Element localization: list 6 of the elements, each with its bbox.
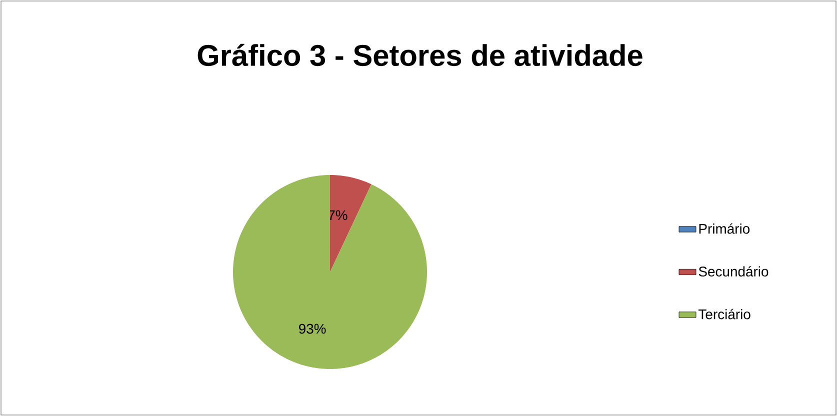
legend-label: Primário [699, 223, 750, 234]
chart-title: Gráfico 3 - Setores de atividade [198, 44, 642, 66]
legend-label: Secundário [698, 266, 768, 277]
data-label: 93% [299, 324, 326, 334]
legend-label: Terciário [698, 308, 750, 320]
data-label: 7% [328, 210, 348, 220]
